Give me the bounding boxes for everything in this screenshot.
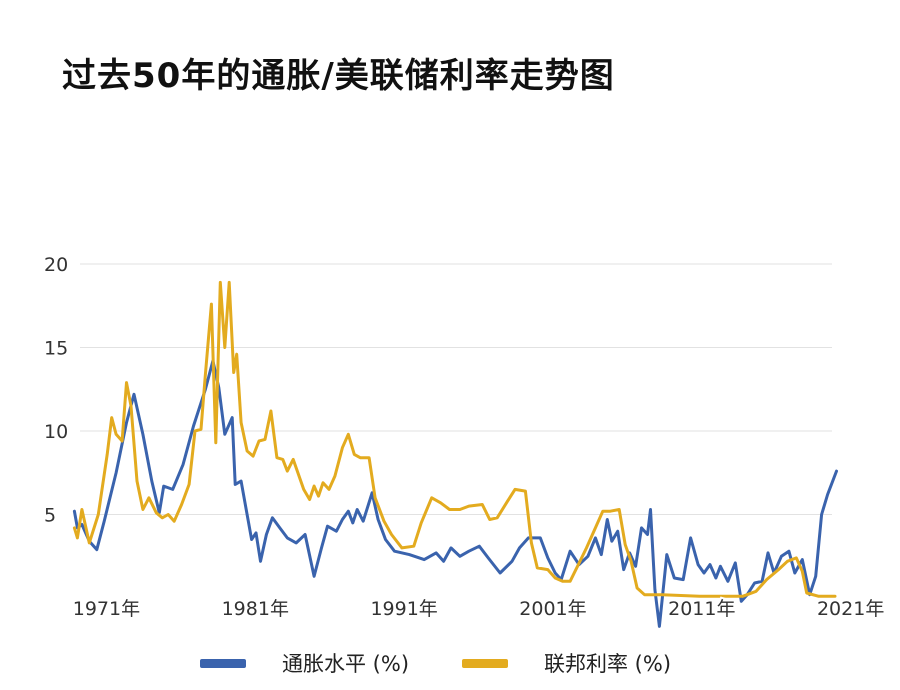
legend-swatch-inflation <box>200 658 246 668</box>
series-line-fed-rate <box>72 280 837 598</box>
x-tick-label-1: 1981年 <box>222 598 289 620</box>
legend: 通胀水平 (%) 联邦利率 (%) <box>0 648 900 688</box>
legend-label-inflation: 通胀水平 (%) <box>282 652 410 676</box>
series-line-inflation <box>72 359 838 628</box>
x-tick-label-3: 2001年 <box>519 598 586 620</box>
chart-title: 过去50年的通胀/美联储利率走势图 <box>62 56 615 96</box>
legend-label-fed-rate: 联邦利率 (%) <box>544 652 672 676</box>
legend-item-inflation: 通胀水平 (%) <box>200 648 409 678</box>
x-tick-label-5: 2021年 <box>817 598 884 620</box>
x-tick-label-0: 1971年 <box>73 598 140 620</box>
y-tick-label-10: 10 <box>44 421 68 443</box>
x-tick-label-4: 2011年 <box>668 598 735 620</box>
legend-swatch-fed-rate <box>462 658 508 668</box>
y-tick-label-20: 20 <box>44 254 68 276</box>
y-tick-label-5: 5 <box>44 505 56 527</box>
y-tick-label-15: 15 <box>44 338 68 360</box>
legend-item-fed-rate: 联邦利率 (%) <box>462 648 671 678</box>
x-tick-label-2: 1991年 <box>370 598 437 620</box>
